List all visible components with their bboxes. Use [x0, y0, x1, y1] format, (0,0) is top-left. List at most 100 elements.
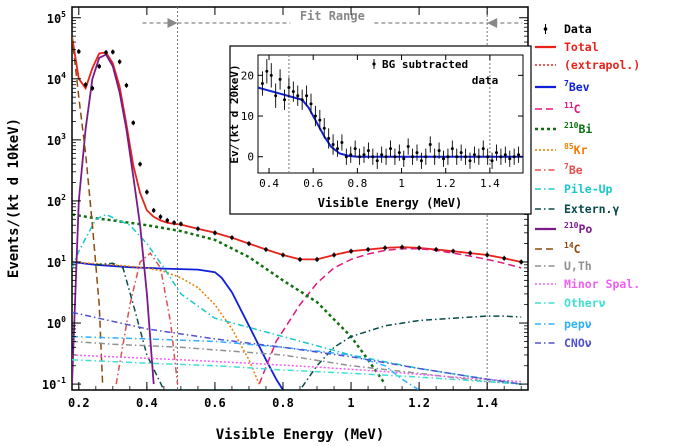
data-point: [111, 50, 115, 54]
x-tick-label: 1: [347, 396, 354, 410]
series-line-8: [72, 213, 522, 385]
data-point: [383, 246, 387, 250]
legend-label: Pile-Up: [564, 182, 613, 196]
data-point: [131, 121, 136, 125]
inset-legend: BG subtracted data: [372, 58, 498, 87]
inset-data-point: [508, 157, 512, 161]
inset-data-point: [389, 147, 392, 151]
inset-legend-marker: [372, 62, 376, 66]
inset-data-point: [380, 153, 384, 157]
legend-label: Total: [564, 40, 599, 54]
data-point: [151, 208, 156, 213]
series-line-13: [72, 354, 522, 383]
inset-data-point: [336, 147, 339, 151]
inset-data-point: [464, 155, 468, 159]
y-axis-label: Events/(kt d 10keV): [6, 118, 22, 278]
series-line-10: [72, 53, 155, 385]
legend-label: Minor Spal.: [564, 277, 640, 291]
inset-x-tick-label: 1: [398, 177, 405, 190]
inset-data-point: [499, 155, 503, 159]
data-point: [230, 235, 234, 240]
inset-fit-line: [258, 86, 523, 158]
y-tick-label: 104: [47, 71, 66, 87]
x-tick-label: 0.6: [204, 396, 226, 410]
fit-range-arrowhead: [487, 18, 498, 28]
data-point: [502, 256, 506, 261]
inset-data-point: [397, 151, 401, 155]
inset-data-point: [472, 153, 476, 157]
series-line-5: [72, 213, 387, 385]
legend: Data Total (extrapol.) 7Bev 11C 210Bi 85Kr 7Be P…: [535, 22, 640, 350]
inset-legend-line-1: BG subtracted: [382, 58, 468, 71]
inset-data-point: [322, 126, 326, 130]
fit-range-arrowhead: [167, 18, 178, 28]
inset-data-point: [296, 94, 300, 98]
data-point: [468, 251, 472, 255]
data-point: [349, 249, 353, 254]
inset-data-point: [331, 143, 335, 147]
inset-data-point: [375, 159, 379, 163]
legend-marker: [543, 27, 548, 31]
series-line-14: [72, 359, 522, 385]
data-point: [485, 253, 489, 257]
inset-data-point: [358, 155, 362, 159]
legend-label: 210Bi: [564, 121, 592, 136]
inset-data-point: [517, 153, 521, 157]
data-point: [264, 247, 268, 252]
data-point: [213, 231, 217, 235]
inset-x-tick-label: 0.6: [303, 177, 323, 190]
inset-data-point: [344, 155, 348, 159]
inset-x-tick-label: 0.8: [347, 177, 367, 190]
inset-data-point: [384, 155, 388, 159]
inset-data-point: [486, 155, 490, 159]
series-line-12: [72, 340, 522, 385]
y-tick-label: 100: [47, 315, 66, 331]
inset-data-point: [442, 157, 445, 161]
x-tick-label: 0.4: [136, 396, 158, 410]
data-point: [281, 253, 285, 257]
inset-data-point: [428, 143, 432, 147]
inset-data-point: [353, 147, 357, 151]
inset-data-point: [459, 151, 463, 155]
legend-label: Otherν: [564, 296, 606, 310]
inset-data-point: [309, 102, 313, 106]
inset-data-point: [283, 98, 286, 102]
inset-data-point: [265, 69, 269, 73]
data-point: [315, 257, 319, 262]
data-point: [77, 49, 81, 54]
legend-label: 85Kr: [564, 142, 588, 157]
inset-data-point: [402, 157, 406, 161]
inset-y-tick-label: 0: [247, 151, 254, 164]
inset-data-point: [446, 155, 450, 159]
inset-data-point: [424, 155, 428, 159]
inset-x-tick-label: 1.4: [480, 177, 500, 190]
series-line-6: [72, 261, 260, 385]
data-point: [366, 247, 370, 252]
legend-label: 7Bev: [564, 79, 590, 94]
data-point: [90, 86, 95, 91]
inset-x-tick-label: 0.4: [259, 177, 279, 190]
data-point: [298, 257, 302, 262]
inset-data-point: [415, 151, 419, 155]
inset-data-point: [433, 155, 437, 159]
legend-label: Extern.γ: [564, 202, 619, 216]
data-point: [332, 253, 336, 257]
inset-data-point: [305, 94, 309, 98]
inset-data-point: [455, 155, 459, 159]
data-point: [172, 220, 176, 225]
inset-data-point: [327, 136, 331, 140]
legend-label: pepν: [564, 317, 592, 331]
inset-data-point: [274, 94, 278, 98]
inset-data-point: [362, 153, 366, 157]
inset-y-tick-label: 10: [241, 110, 254, 123]
x-axis-label: Visible Energy (MeV): [216, 427, 385, 443]
data-point: [104, 50, 108, 55]
data-point: [97, 64, 102, 69]
legend-label: U,Th: [564, 259, 592, 273]
inset-data-point: [468, 159, 472, 163]
series-line-16: [72, 311, 522, 385]
series-line-4: [258, 247, 522, 385]
inset-x-tick-label: 1.2: [436, 177, 456, 190]
inset-data-point: [393, 155, 397, 159]
data-point: [165, 218, 170, 223]
